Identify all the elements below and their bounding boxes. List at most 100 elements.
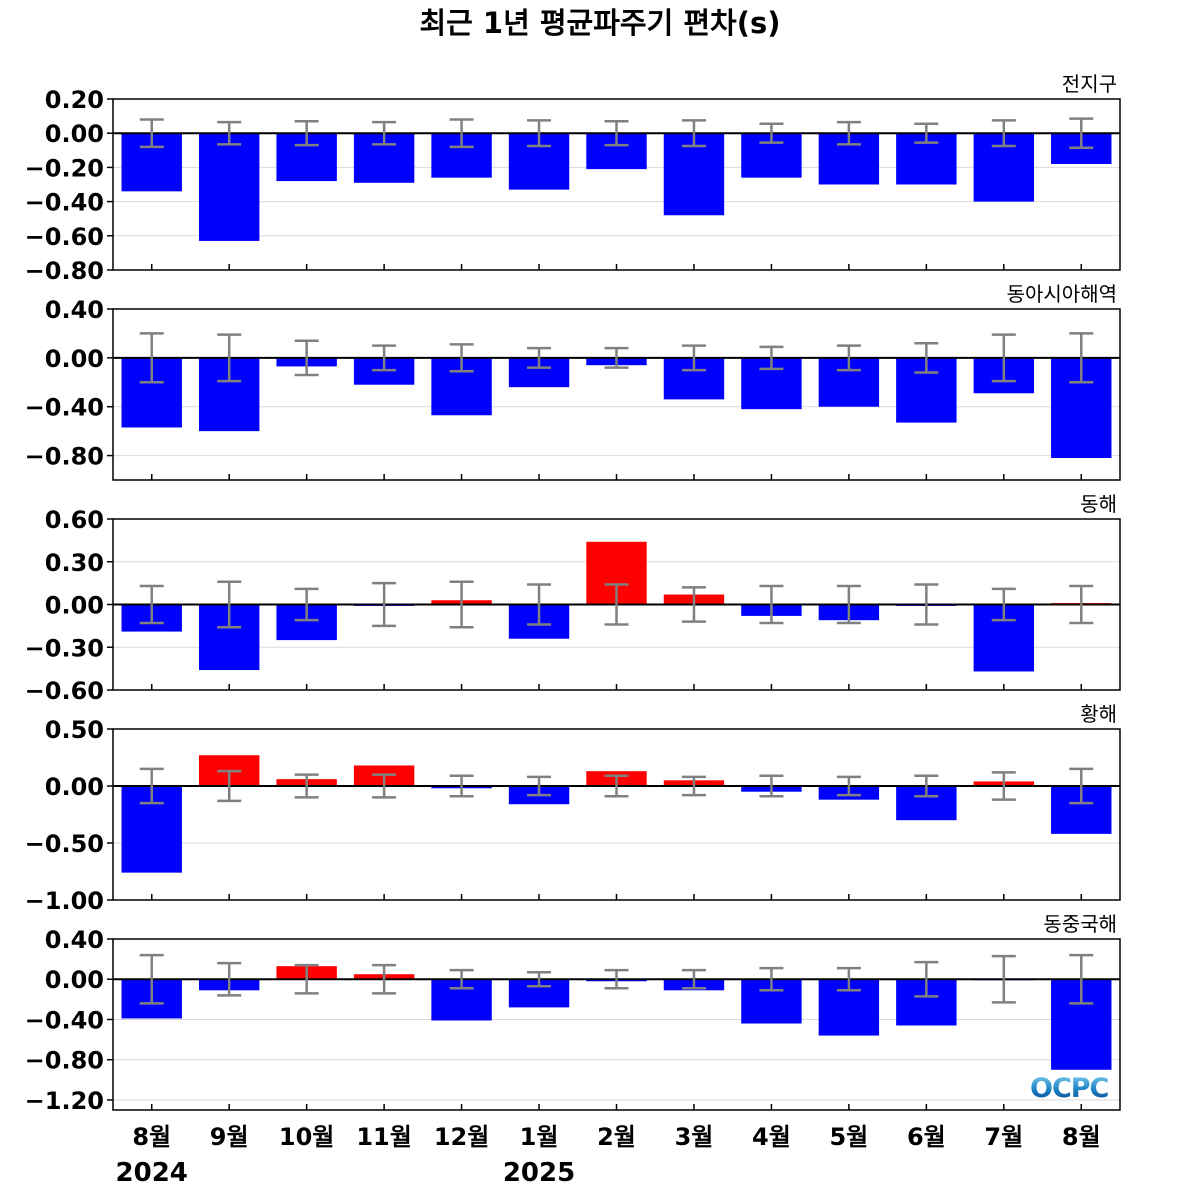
panel-1: 0.40 0.00 −0.40 −0.80 동아시아해역 xyxy=(25,282,1121,481)
chart-panels: 0.20 0.00 −0.20 −0.40 −0.60 −0.80 전지구 0.40 0.00 −… xyxy=(25,72,1121,1115)
year-label: 2025 xyxy=(503,1158,575,1188)
panel-3: 0.50 0.00 −0.50 −1.00 황해 xyxy=(25,702,1121,915)
region-label: 전지구 xyxy=(1062,72,1117,96)
x-tick-label: 11월 xyxy=(356,1123,411,1151)
error-bar xyxy=(759,774,784,798)
error-bar xyxy=(1069,117,1094,149)
error-bar xyxy=(914,122,939,144)
y-tick-label: −1.00 xyxy=(25,887,104,915)
error-bar xyxy=(294,773,319,799)
error-bar xyxy=(139,332,164,384)
y-tick-label: 0.00 xyxy=(45,592,104,620)
error-bar xyxy=(217,769,242,803)
y-tick-label: −0.30 xyxy=(25,634,104,662)
y-tick-label: −0.50 xyxy=(25,830,104,858)
ocpc-logo: OCPC xyxy=(1030,1073,1110,1104)
x-tick-label: 7월 xyxy=(984,1123,1023,1151)
y-tick-label: 0.00 xyxy=(45,120,104,148)
error-bar xyxy=(449,343,474,373)
error-bar xyxy=(604,583,629,626)
error-bar xyxy=(527,970,552,988)
panel-frame xyxy=(112,938,1121,1111)
y-tick-label: 0.20 xyxy=(45,86,104,114)
y-tick-label: 0.30 xyxy=(45,549,104,577)
error-bar xyxy=(681,968,706,990)
y-tick-label: −0.80 xyxy=(25,257,104,285)
x-tick-label: 8월 xyxy=(132,1123,171,1151)
error-bar xyxy=(372,963,397,995)
y-tick-label: −1.20 xyxy=(25,1087,104,1115)
error-bar xyxy=(449,580,474,629)
error-bar xyxy=(449,774,474,798)
error-bar xyxy=(217,120,242,146)
error-bar xyxy=(139,767,164,805)
error-bar xyxy=(294,339,319,377)
error-bar xyxy=(217,580,242,629)
error-bar xyxy=(836,584,861,625)
error-bar xyxy=(991,587,1016,622)
logo-text: OCPC xyxy=(1030,1073,1109,1104)
error-bar xyxy=(991,119,1016,148)
y-tick-label: 0.00 xyxy=(45,345,104,373)
error-bar xyxy=(604,119,629,147)
error-bar xyxy=(836,120,861,146)
error-bar xyxy=(1069,584,1094,625)
x-tick-label: 3월 xyxy=(675,1123,714,1151)
error-bar xyxy=(759,584,784,625)
error-bar xyxy=(294,587,319,622)
y-tick-label: −0.80 xyxy=(25,443,104,471)
region-label: 황해 xyxy=(1080,702,1117,726)
error-bar xyxy=(294,963,319,995)
y-tick-label: 0.00 xyxy=(45,966,104,994)
error-bar xyxy=(139,584,164,625)
y-tick-label: 0.60 xyxy=(45,506,104,534)
x-tick-label: 4월 xyxy=(752,1123,791,1151)
error-bar xyxy=(914,341,939,374)
error-bar xyxy=(527,583,552,626)
error-bar xyxy=(527,119,552,148)
error-bar xyxy=(604,774,629,798)
error-bar xyxy=(372,581,397,628)
error-bar xyxy=(372,120,397,146)
error-bar xyxy=(139,118,164,149)
y-tick-label: −0.60 xyxy=(25,223,104,251)
error-bar xyxy=(1069,332,1094,384)
x-axis: 8월 9월 10월 11월 12월 1월 2월 3월 4월 5월 6월 7월 8월 2024 2025 xyxy=(116,1123,1101,1188)
error-bar xyxy=(991,333,1016,383)
y-tick-label: −0.40 xyxy=(25,1006,104,1034)
region-label: 동아시아해역 xyxy=(1007,282,1117,306)
error-bar xyxy=(836,775,861,797)
x-tick-label: 6월 xyxy=(907,1123,946,1151)
year-label: 2024 xyxy=(116,1158,188,1188)
panel-frame xyxy=(112,308,1121,481)
error-bar xyxy=(449,968,474,990)
panel-frame xyxy=(112,728,1121,901)
x-tick-label: 5월 xyxy=(829,1123,868,1151)
x-tick-label: 8월 xyxy=(1062,1123,1101,1151)
error-bar xyxy=(1069,953,1094,1005)
error-bar xyxy=(681,586,706,623)
error-bar xyxy=(914,960,939,998)
error-bar xyxy=(527,775,552,797)
error-bar xyxy=(217,961,242,997)
error-bar xyxy=(681,344,706,372)
error-bar xyxy=(836,966,861,992)
error-bar xyxy=(139,953,164,1005)
panel-4: 0.40 0.00 −0.40 −0.80 −1.20 동중국해 xyxy=(25,912,1121,1115)
error-bar xyxy=(914,774,939,798)
error-bar xyxy=(991,954,1016,1004)
x-tick-label: 10월 xyxy=(279,1123,334,1151)
panel-0: 0.20 0.00 −0.20 −0.40 −0.60 −0.80 전지구 xyxy=(25,72,1121,285)
y-tick-label: −0.80 xyxy=(25,1047,104,1075)
y-tick-label: −0.40 xyxy=(25,394,104,422)
error-bar xyxy=(217,333,242,383)
x-tick-label: 12월 xyxy=(434,1123,489,1151)
panel-2: 0.60 0.30 0.00 −0.30 −0.60 동해 xyxy=(25,492,1121,705)
error-bar xyxy=(681,775,706,797)
error-bar xyxy=(681,119,706,148)
y-tick-label: −0.20 xyxy=(25,154,104,182)
error-bar xyxy=(759,345,784,371)
error-bar xyxy=(372,773,397,799)
y-tick-label: 0.40 xyxy=(45,926,104,954)
